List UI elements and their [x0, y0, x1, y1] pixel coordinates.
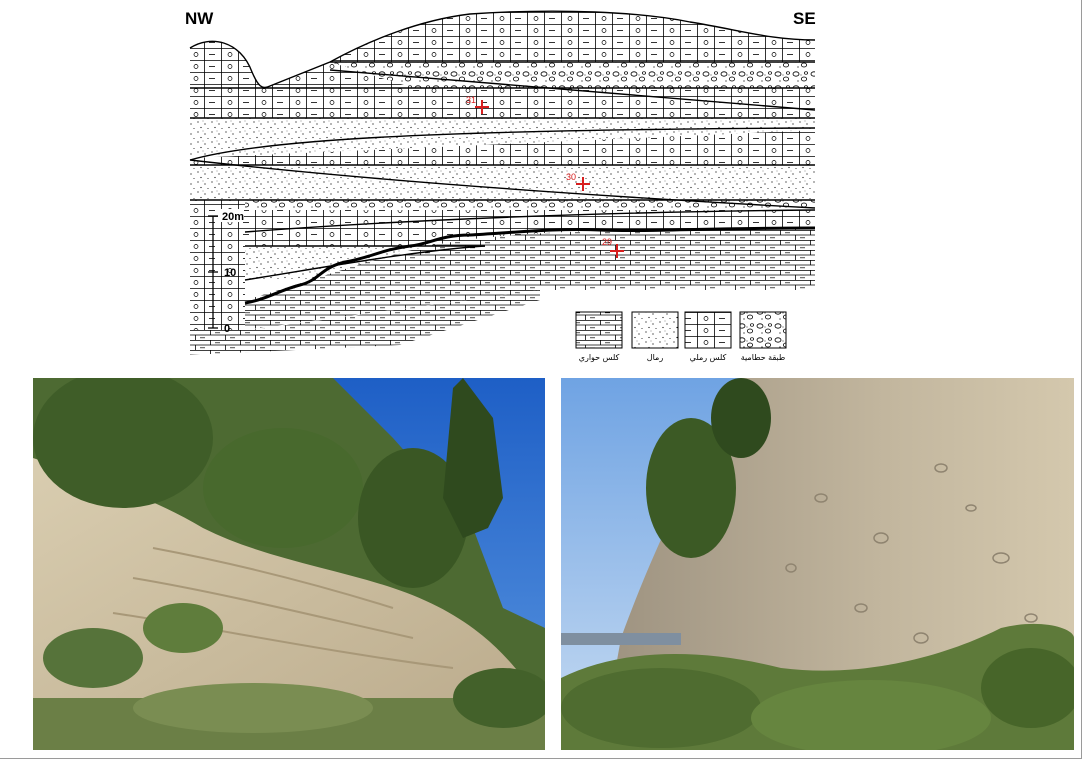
band-marly-base: [190, 290, 540, 355]
svg-text:31: 31: [466, 95, 476, 105]
svg-text:30: 30: [566, 172, 576, 182]
legend-label-conglomerate: طبقة حطامية: [741, 353, 786, 362]
svg-text:29: 29: [602, 237, 612, 247]
sample-marker-31: 31: [466, 95, 489, 114]
legend-label-marly-limestone: كلس حواري: [579, 353, 620, 362]
scale-tick-20m: 20m: [222, 211, 244, 223]
scale-tick-0: 0: [224, 323, 230, 335]
sample-marker-29: 29: [602, 237, 624, 258]
legend-swatch-sands: [631, 311, 679, 349]
outcrop-photo-right: [561, 378, 1074, 750]
contact-lines: [189, 10, 816, 281]
scale-tick-10: 10: [224, 267, 236, 279]
legend-swatch-marly-limestone: [575, 311, 623, 349]
direction-se: SE: [793, 9, 816, 28]
scale-bar: [208, 215, 218, 329]
direction-nw: NW: [185, 9, 214, 28]
legend-swatch-conglomerate: [739, 311, 787, 349]
band-sandylime-2: [190, 130, 815, 165]
outcrop-photo-left: [33, 378, 545, 750]
sample-marker-30: 30: [566, 172, 590, 191]
unconformity-line: [244, 226, 816, 305]
top-hill-unit: [330, 11, 815, 62]
legend-label-sands: رمال: [647, 353, 664, 362]
band-marly-lower: [245, 228, 815, 330]
legend-label-sandy-limestone: كلس رملي: [690, 353, 727, 362]
geological-cross-section: NW SE 20m 10 0 31 30 29 كلس حواري رمال ك…: [185, 9, 816, 362]
legend: كلس حواري رمال كلس رملي طبقة حطامية: [575, 311, 787, 362]
left-hill: [190, 41, 420, 90]
band-sand-2: [190, 118, 815, 158]
band-sandylime-1: [190, 88, 815, 118]
legend-swatch-sandy-limestone: [684, 311, 732, 349]
